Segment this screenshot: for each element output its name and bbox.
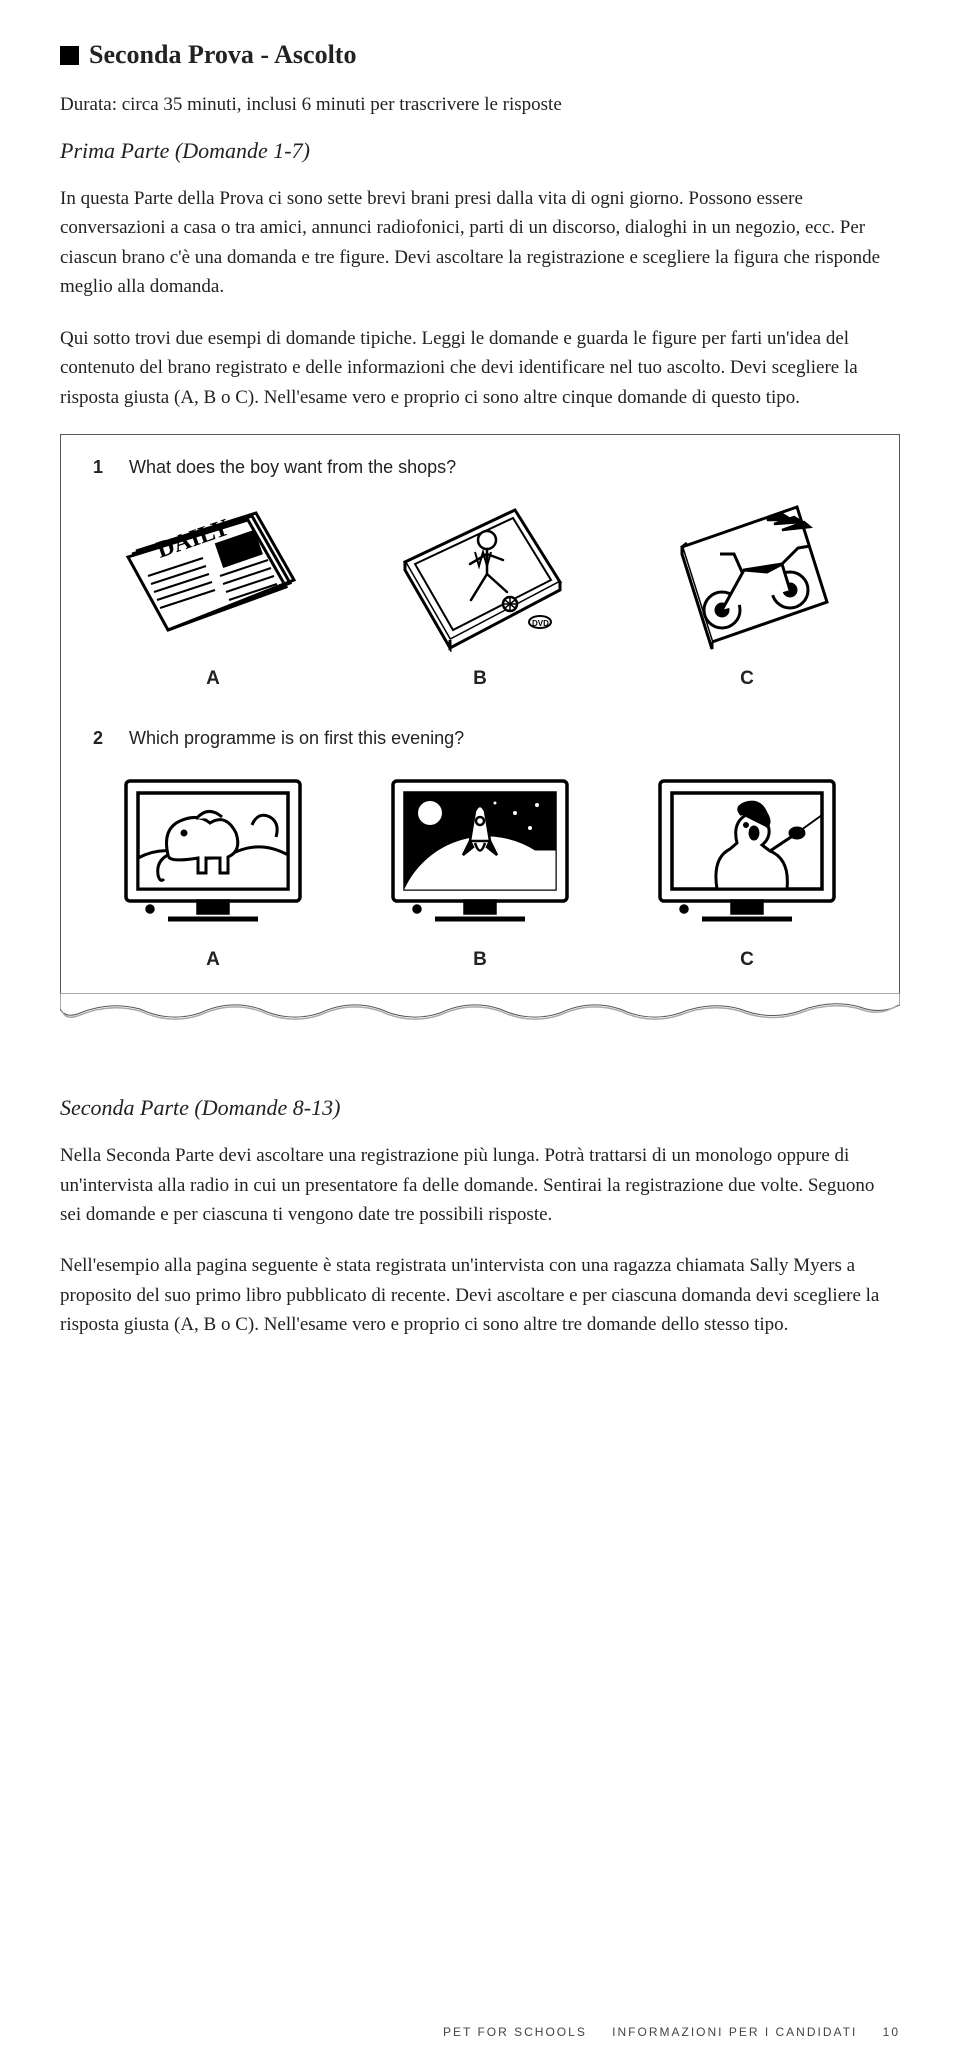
footer-right: INFORMAZIONI PER I CANDIDATI xyxy=(612,2025,857,2039)
question-text: Which programme is on first this evening… xyxy=(129,728,464,749)
option-label: C xyxy=(637,949,857,971)
option-label: B xyxy=(370,668,590,690)
part2-para2: Nell'esempio alla pagina seguente è stat… xyxy=(60,1251,900,1339)
options-row: A xyxy=(93,763,867,971)
footer-left: PET FOR SCHOOLS xyxy=(443,2025,587,2039)
part2-para1: Nella Seconda Parte devi ascoltare una r… xyxy=(60,1141,900,1229)
question-row: 1 What does the boy want from the shops? xyxy=(93,457,867,478)
part1-title: Prima Parte (Domande 1-7) xyxy=(60,138,900,164)
example-questions-box: 1 What does the boy want from the shops?… xyxy=(60,434,900,993)
section-heading: Seconda Prova - Ascolto xyxy=(60,40,900,70)
magazine-icon xyxy=(642,492,852,652)
torn-edge xyxy=(60,993,900,1035)
newspaper-icon: DAILY xyxy=(108,492,318,652)
option-label: A xyxy=(103,949,323,971)
tv-singer-icon xyxy=(642,763,852,933)
question-text: What does the boy want from the shops? xyxy=(129,457,456,478)
option-a-newspaper: DAILY A xyxy=(103,492,323,690)
question-row: 2 Which programme is on first this eveni… xyxy=(93,728,867,749)
heading-text: Seconda Prova - Ascolto xyxy=(89,40,356,70)
option-b-dvd: DVD B xyxy=(370,492,590,690)
option-label: A xyxy=(103,668,323,690)
part1-para2: Qui sotto trovi due esempi di domande ti… xyxy=(60,324,900,412)
tv-space-icon xyxy=(375,763,585,933)
part2-title: Seconda Parte (Domande 8-13) xyxy=(60,1095,900,1121)
heading-bullet xyxy=(60,46,79,65)
options-row: DAILY A xyxy=(93,492,867,690)
option-c-tv-singer: C xyxy=(637,763,857,971)
part1-para1: In questa Parte della Prova ci sono sett… xyxy=(60,184,900,302)
page-footer: PET FOR SCHOOLS INFORMAZIONI PER I CANDI… xyxy=(443,2025,900,2039)
option-a-tv-nature: A xyxy=(103,763,323,971)
option-label: C xyxy=(637,668,857,690)
duration-line: Durata: circa 35 minuti, inclusi 6 minut… xyxy=(60,94,900,116)
tv-nature-icon xyxy=(108,763,318,933)
footer-page: 10 xyxy=(883,2025,900,2039)
svg-text:DVD: DVD xyxy=(532,619,549,628)
question-number: 2 xyxy=(93,728,129,749)
dvd-icon: DVD xyxy=(375,492,585,652)
option-b-tv-space: B xyxy=(370,763,590,971)
option-label: B xyxy=(370,949,590,971)
question-number: 1 xyxy=(93,457,129,478)
option-c-magazine: C xyxy=(637,492,857,690)
